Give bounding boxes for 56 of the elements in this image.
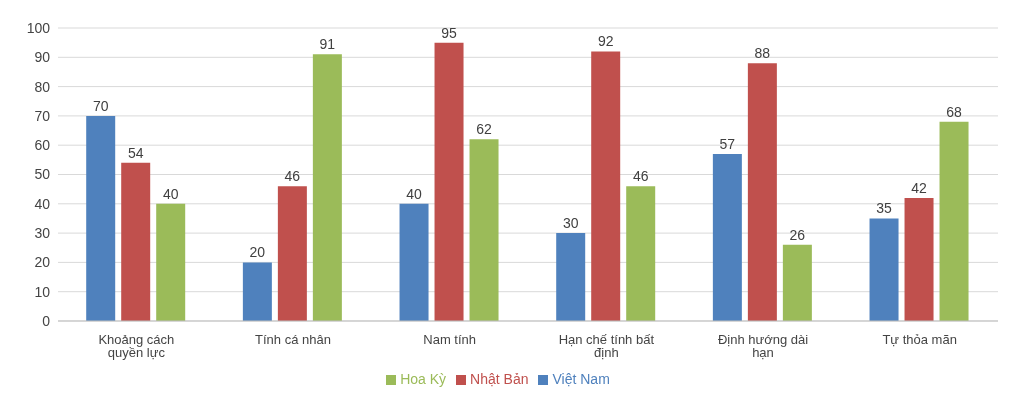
legend-label: Nhật Bản bbox=[470, 371, 529, 387]
data-label: 46 bbox=[632, 168, 649, 185]
bar bbox=[782, 244, 812, 321]
bar bbox=[434, 42, 464, 321]
bar bbox=[591, 51, 621, 321]
data-label: 68 bbox=[946, 103, 963, 120]
data-label: 42 bbox=[911, 179, 928, 196]
bar bbox=[626, 186, 656, 321]
legend-label: Việt Nam bbox=[552, 371, 610, 387]
bar bbox=[747, 63, 777, 321]
bar bbox=[86, 115, 116, 321]
y-tick-label: 0 bbox=[42, 312, 51, 329]
y-tick-label: 50 bbox=[34, 166, 51, 183]
x-tick-label: Định hướng dài hạn bbox=[717, 332, 809, 361]
x-tick-label: Hạn chế tính bất định bbox=[558, 332, 655, 361]
bar bbox=[469, 139, 499, 321]
data-label: 20 bbox=[249, 244, 266, 261]
bar bbox=[156, 203, 186, 321]
y-tick-label: 10 bbox=[34, 283, 51, 300]
data-label: 88 bbox=[754, 45, 771, 62]
data-label: 57 bbox=[719, 135, 736, 152]
bar bbox=[399, 203, 429, 321]
y-tick-label: 40 bbox=[34, 195, 51, 212]
y-tick-label: 100 bbox=[26, 19, 51, 36]
data-label: 70 bbox=[92, 97, 109, 114]
data-label: 91 bbox=[319, 36, 336, 53]
x-tick-label: Tính cá nhân bbox=[255, 332, 331, 348]
bar bbox=[939, 121, 969, 321]
data-label: 40 bbox=[406, 185, 423, 202]
bar bbox=[312, 54, 342, 321]
data-label: 92 bbox=[597, 33, 614, 50]
x-tick-label: Nam tính bbox=[423, 332, 477, 348]
data-label: 95 bbox=[441, 24, 458, 41]
y-tick-label: 30 bbox=[34, 225, 51, 242]
y-tick-label: 20 bbox=[34, 254, 51, 271]
data-label: 40 bbox=[162, 185, 179, 202]
data-label: 35 bbox=[876, 200, 893, 217]
data-label: 62 bbox=[476, 121, 493, 138]
data-label: 30 bbox=[562, 215, 579, 232]
bar bbox=[869, 218, 899, 321]
bar bbox=[556, 233, 586, 321]
bar bbox=[277, 186, 307, 321]
y-tick-label: 70 bbox=[34, 107, 51, 124]
x-tick-label: Tự thỏa mãn bbox=[882, 332, 957, 348]
y-tick-label: 60 bbox=[34, 137, 51, 154]
y-tick-label: 80 bbox=[34, 78, 51, 95]
data-label: 46 bbox=[284, 168, 301, 185]
data-label: 26 bbox=[789, 226, 806, 243]
bar bbox=[904, 197, 934, 321]
y-tick-label: 90 bbox=[34, 49, 51, 66]
x-tick-label: Khoảng cách quyền lực bbox=[98, 332, 175, 361]
bar bbox=[242, 262, 272, 321]
data-label: 54 bbox=[127, 144, 144, 161]
bar bbox=[121, 162, 151, 321]
legend-label: Hoa Kỳ bbox=[400, 371, 447, 387]
bar bbox=[712, 153, 742, 321]
